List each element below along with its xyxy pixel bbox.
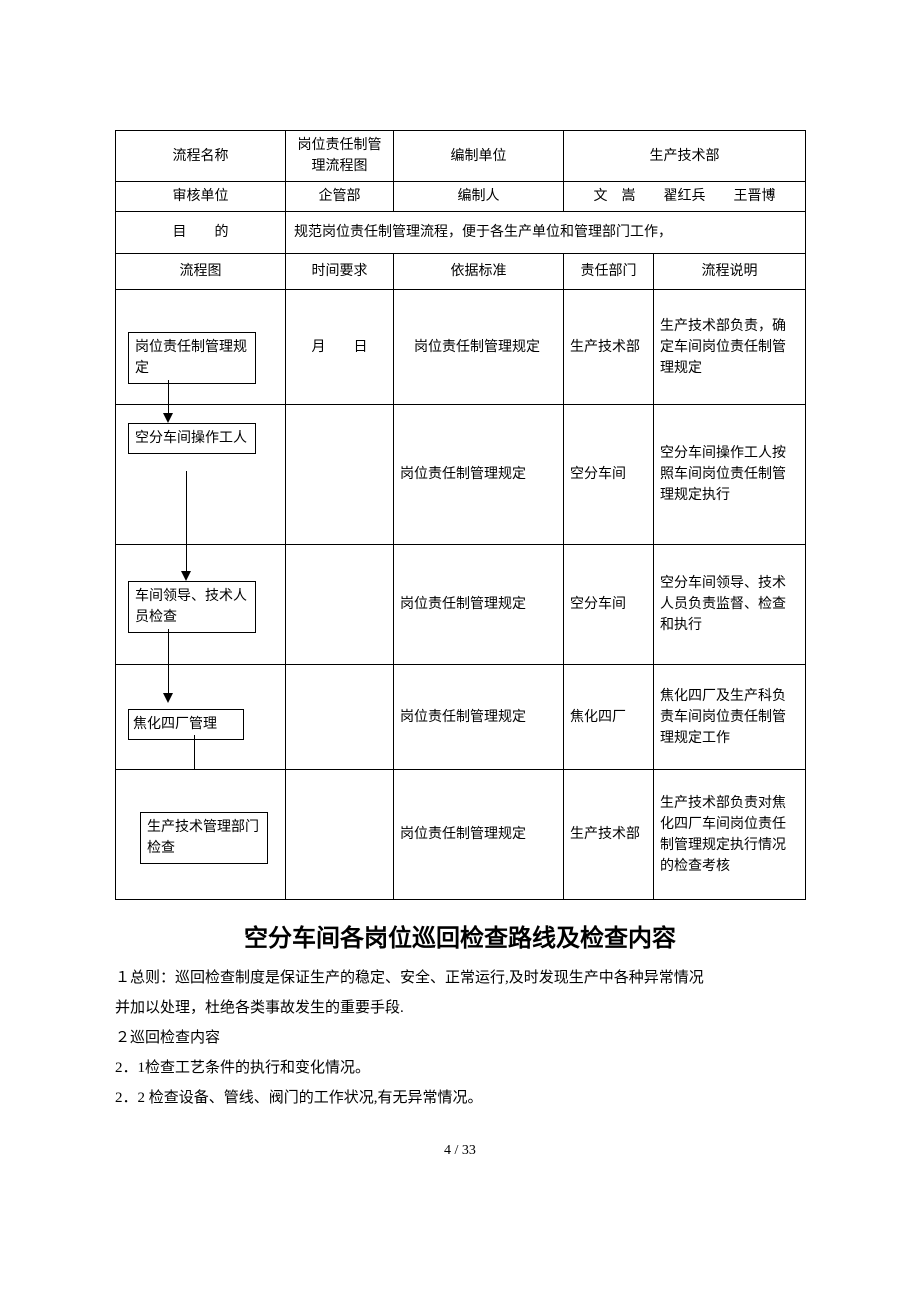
flow-arrow-icon [186,545,187,573]
cell-time [286,545,394,665]
arrow-down-icon [163,693,173,703]
table-row: 目 的 规范岗位责任制管理流程，便于各生产单位和管理部门工作， [116,212,806,254]
flow-arrow-icon [168,665,169,695]
section-title: 空分车间各岗位巡回检查路线及检查内容 [115,918,805,953]
body-line: １总则：巡回检查制度是保证生产的稳定、安全、正常运行,及时发现生产中各种异常情况 [115,963,805,993]
flow-cell: 生产技术管理部门检查 [116,770,286,900]
flow-arrow-icon [194,735,195,770]
flow-box-label: 车间领导、技术人员检查 [135,589,247,625]
body-line: 并加以处理，杜绝各类事故发生的重要手段. [115,993,805,1023]
col-desc: 流程说明 [654,254,806,290]
label-prep-unit: 编制单位 [394,131,564,182]
flow-cell: 车间领导、技术人员检查 [116,545,286,665]
flow-arrow-icon [168,380,169,405]
flow-cell: 空分车间操作工人 [116,405,286,545]
flow-box-leader-check: 车间领导、技术人员检查 [128,581,256,633]
col-flowchart: 流程图 [116,254,286,290]
flow-box-regulation: 岗位责任制管理规定 [128,332,256,384]
flow-box-workers: 空分车间操作工人 [128,423,256,454]
value-prep-unit: 生产技术部 [564,131,806,182]
body-line: ２巡回检查内容 [115,1023,805,1053]
table-row: 岗位责任制管理规定 月 日 岗位责任制管理规定 生产技术部 生产技术部负责，确定… [116,290,806,405]
cell-time [286,770,394,900]
flow-cell: 焦化四厂管理 [116,665,286,770]
flow-box-plant4: 焦化四厂管理 [128,709,244,740]
cell-desc: 空分车间操作工人按照车间岗位责任制管理规定执行 [654,405,806,545]
flow-arrow-icon [168,629,169,665]
label-review-unit: 审核单位 [116,182,286,212]
label-purpose: 目 的 [116,212,286,254]
cell-dept: 生产技术部 [564,770,654,900]
cell-desc: 焦化四厂及生产科负责车间岗位责任制管理规定工作 [654,665,806,770]
col-time: 时间要求 [286,254,394,290]
page-number: 4 / 33 [115,1143,805,1159]
cell-time [286,665,394,770]
body-line: 2．1检查工艺条件的执行和变化情况。 [115,1053,805,1083]
col-dept: 责任部门 [564,254,654,290]
flow-box-label: 岗位责任制管理规定 [135,340,247,376]
cell-dept: 生产技术部 [564,290,654,405]
flow-box-label: 焦化四厂管理 [133,717,217,732]
arrow-down-icon [163,413,173,423]
value-preparer: 文 嵩 翟红兵 王晋博 [564,182,806,212]
cell-time: 月 日 [286,290,394,405]
cell-desc: 生产技术部负责，确定车间岗位责任制管理规定 [654,290,806,405]
cell-time [286,405,394,545]
cell-desc: 空分车间领导、技术人员负责监督、检查和执行 [654,545,806,665]
flow-box-label: 生产技术管理部门检查 [147,820,259,856]
arrow-down-icon [181,571,191,581]
process-table: 流程名称 岗位责任制管理流程图 编制单位 生产技术部 审核单位 企管部 编制人 … [115,130,806,900]
table-row: 空分车间操作工人 岗位责任制管理规定 空分车间 空分车间操作工人按照车间岗位责任… [116,405,806,545]
table-row: 车间领导、技术人员检查 岗位责任制管理规定 空分车间 空分车间领导、技术人员负责… [116,545,806,665]
cell-basis: 岗位责任制管理规定 [394,665,564,770]
cell-dept: 空分车间 [564,405,654,545]
label-preparer: 编制人 [394,182,564,212]
table-row: 流程图 时间要求 依据标准 责任部门 流程说明 [116,254,806,290]
label-process-name: 流程名称 [116,131,286,182]
value-review-unit: 企管部 [286,182,394,212]
flow-arrow-icon [186,471,187,545]
cell-dept: 空分车间 [564,545,654,665]
value-purpose: 规范岗位责任制管理流程，便于各生产单位和管理部门工作， [286,212,806,254]
value-process-name: 岗位责任制管理流程图 [286,131,394,182]
table-row: 审核单位 企管部 编制人 文 嵩 翟红兵 王晋博 [116,182,806,212]
cell-basis: 岗位责任制管理规定 [394,545,564,665]
flow-box-label: 空分车间操作工人 [135,431,247,446]
flow-box-dept-check: 生产技术管理部门检查 [140,812,268,864]
flow-cell: 岗位责任制管理规定 [116,290,286,405]
body-line: 2．2 检查设备、管线、阀门的工作状况,有无异常情况。 [115,1083,805,1113]
cell-basis: 岗位责任制管理规定 [394,770,564,900]
table-row: 焦化四厂管理 岗位责任制管理规定 焦化四厂 焦化四厂及生产科负责车间岗位责任制管… [116,665,806,770]
col-basis: 依据标准 [394,254,564,290]
cell-basis: 岗位责任制管理规定 [394,405,564,545]
cell-basis: 岗位责任制管理规定 [394,290,564,405]
cell-desc: 生产技术部负责对焦化四厂车间岗位责任制管理规定执行情况的检查考核 [654,770,806,900]
cell-dept: 焦化四厂 [564,665,654,770]
table-row: 流程名称 岗位责任制管理流程图 编制单位 生产技术部 [116,131,806,182]
table-row: 生产技术管理部门检查 岗位责任制管理规定 生产技术部 生产技术部负责对焦化四厂车… [116,770,806,900]
document-page: 流程名称 岗位责任制管理流程图 编制单位 生产技术部 审核单位 企管部 编制人 … [0,0,920,1199]
